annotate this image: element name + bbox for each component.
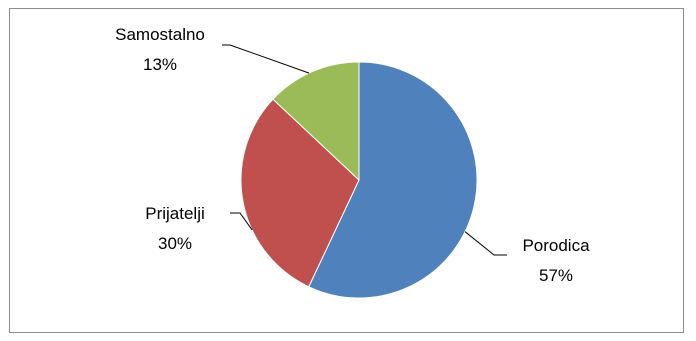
slice-label-name-prijatelji: Prijatelji (145, 204, 205, 223)
leader-line-prijatelji (230, 212, 253, 231)
slice-label-name-porodica: Porodica (522, 236, 590, 255)
leader-lines (222, 44, 507, 256)
slice-label-value-prijatelji: 30% (158, 234, 192, 253)
slice-label-value-porodica: 57% (539, 266, 573, 285)
slice-label-value-samostalno: 13% (143, 55, 177, 74)
pie-slices (240, 61, 478, 299)
pie-slice-prijatelji (240, 98, 360, 288)
slice-label-name-samostalno: Samostalno (115, 25, 205, 44)
pie-slice-porodica (308, 61, 478, 299)
leader-line-samostalno (222, 44, 310, 74)
pie-slice-samostalno (272, 61, 360, 182)
leader-line-porodica (464, 231, 507, 256)
